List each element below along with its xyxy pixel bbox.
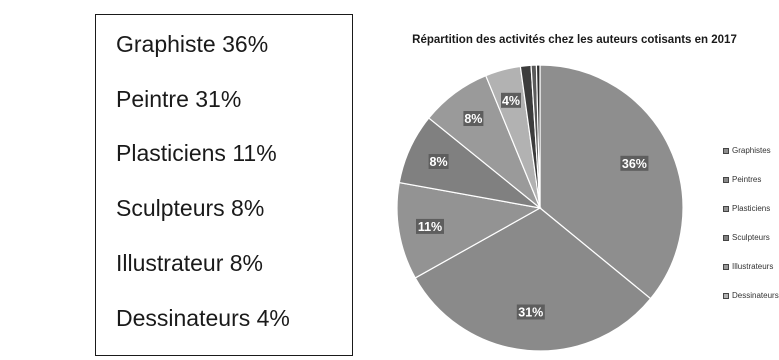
- summary-line-sculpteurs: Sculpteurs 8%: [116, 195, 265, 221]
- svg-text:11%: 11%: [418, 220, 442, 234]
- legend-label: Graphistes: [732, 146, 771, 155]
- legend-label: Illustrateurs: [732, 262, 774, 271]
- summary-line-graphiste: Graphiste 36%: [116, 31, 269, 57]
- pie-slice-plasticiens: [396, 181, 542, 279]
- chart-legend: Graphistes Peintres Plasticiens Sculpteurs I…: [723, 136, 779, 310]
- legend-swatch: [723, 292, 729, 299]
- pie-slice-peintres: [414, 207, 652, 352]
- legend-swatch: [723, 205, 729, 212]
- legend-swatch: [723, 176, 729, 183]
- legend-label: Sculpteurs: [732, 233, 770, 242]
- summary-line-peintre: Peintre 31%: [116, 86, 242, 112]
- chart-title: Répartition des activités chez les auteu…: [412, 34, 737, 46]
- svg-text:8%: 8%: [430, 155, 448, 169]
- legend-item-dessinateurs: Dessinateurs: [723, 281, 779, 310]
- summary-textbox: Graphiste 36% Peintre 31% Plasticiens 11…: [95, 14, 353, 356]
- data-label-plasticiens: 11%: [416, 218, 444, 234]
- pie-chart: 36% 31% 11% 8% 8% 4%: [396, 64, 684, 352]
- legend-item-plasticiens: Plasticiens: [723, 194, 779, 223]
- legend-swatch: [723, 147, 729, 154]
- legend-label: Dessinateurs: [732, 291, 779, 300]
- data-label-dessinateurs: 4%: [501, 92, 521, 108]
- legend-label: Plasticiens: [732, 204, 771, 213]
- pie-slice-other-8: [535, 64, 541, 209]
- legend-label: Peintres: [732, 175, 762, 184]
- legend-item-peintres: Peintres: [723, 165, 779, 194]
- svg-text:8%: 8%: [464, 112, 482, 126]
- data-label-peintres: 31%: [516, 304, 545, 320]
- data-label-sculpteurs: 8%: [428, 154, 449, 169]
- legend-item-graphistes: Graphistes: [723, 136, 779, 165]
- summary-line-illustrateur: Illustrateur 8%: [116, 250, 264, 276]
- legend-item-illustrateurs: Illustrateurs: [723, 252, 779, 281]
- pie-slice-graphistes: [539, 64, 684, 300]
- legend-item-sculpteurs: Sculpteurs: [723, 223, 779, 252]
- summary-line-plasticiens: Plasticiens 11%: [116, 140, 277, 166]
- svg-text:36%: 36%: [622, 157, 647, 171]
- data-label-illustrateurs: 8%: [463, 111, 484, 126]
- legend-swatch: [723, 234, 729, 241]
- legend-swatch: [723, 263, 729, 270]
- data-label-graphistes: 36%: [620, 155, 649, 171]
- summary-line-dessinateurs: Dessinateurs 4%: [116, 305, 290, 331]
- svg-text:31%: 31%: [518, 306, 543, 320]
- svg-text:4%: 4%: [502, 94, 520, 108]
